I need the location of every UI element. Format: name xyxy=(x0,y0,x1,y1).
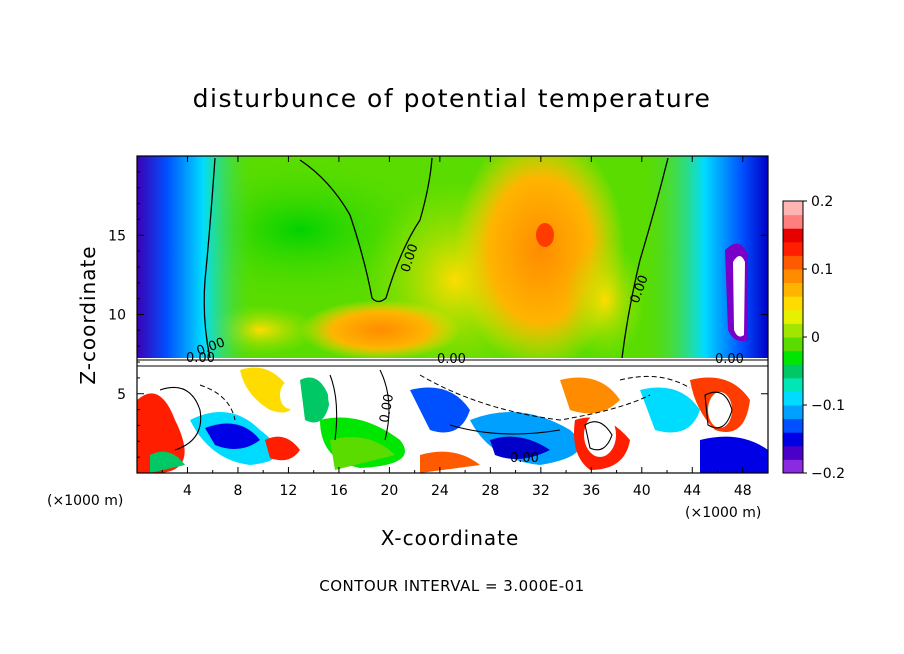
colorbar-swatch xyxy=(783,309,803,324)
colorbar-swatch xyxy=(783,459,803,474)
colorbar-swatch xyxy=(783,364,803,379)
x-tick-label: 44 xyxy=(683,483,701,499)
colorbar-swatch xyxy=(783,377,803,392)
x-unit-left: (×1000 m) xyxy=(47,493,123,509)
colorbar-swatch xyxy=(783,418,803,433)
chart-title: disturbunce of potential temperature xyxy=(192,84,712,113)
colorbar-swatch xyxy=(783,405,803,420)
colorbar-swatch xyxy=(783,201,803,216)
x-tick-label: 24 xyxy=(431,483,449,499)
colorbar-swatch xyxy=(783,282,803,297)
colorbar: 0.2 0.1 0 −0.1 −0.2 xyxy=(782,194,845,482)
x-tick-label: 32 xyxy=(532,483,550,499)
colorbar-swatch xyxy=(783,269,803,284)
x-axis-label: X-coordinate xyxy=(380,526,520,550)
colorbar-swatch xyxy=(783,214,803,229)
x-tick-label: 40 xyxy=(633,483,651,499)
y-tick-label: 5 xyxy=(117,387,126,403)
x-tick-label: 8 xyxy=(233,483,242,499)
y-tick-label: 10 xyxy=(108,308,126,324)
contour-label: 0.00 xyxy=(437,352,466,367)
y-tick-label: 15 xyxy=(108,228,126,244)
contour-label: 0.00 xyxy=(510,451,539,466)
colorbar-swatch xyxy=(783,255,803,270)
colorbar-swatch xyxy=(783,228,803,243)
colorbar-tick-label: 0 xyxy=(811,330,820,346)
contour-label: 0.00 xyxy=(715,352,744,367)
colorbar-swatch xyxy=(783,241,803,256)
x-tick-label: 4 xyxy=(183,483,192,499)
y-axis: 5 10 15 xyxy=(108,171,768,458)
colorbar-tick-label: 0.2 xyxy=(811,194,833,210)
colorbar-swatch xyxy=(783,296,803,311)
x-axis: 4 8 12 16 20 24 28 32 36 40 44 48 xyxy=(161,156,752,499)
colorbar-swatch xyxy=(783,391,803,406)
x-tick-label: 36 xyxy=(582,483,600,499)
x-tick-label: 48 xyxy=(734,483,752,499)
colorbar-swatch xyxy=(783,337,803,352)
colorbar-swatch xyxy=(783,445,803,460)
colorbar-swatch xyxy=(783,323,803,338)
x-unit-right: (×1000 m) xyxy=(685,505,761,521)
x-tick-label: 28 xyxy=(481,483,499,499)
contour-interval-note: CONTOUR INTERVAL = 3.000E-01 xyxy=(319,577,585,595)
colorbar-swatch xyxy=(783,432,803,447)
colorbar-tick-label: −0.1 xyxy=(811,398,845,414)
x-tick-label: 20 xyxy=(380,483,398,499)
contour-label: 0.00 xyxy=(377,393,397,424)
contour-label: 0.00 xyxy=(186,351,215,366)
colorbar-swatch xyxy=(783,350,803,365)
x-tick-label: 16 xyxy=(330,483,348,499)
y-axis-label: Z-coordinate xyxy=(76,245,100,384)
colorbar-tick-label: −0.2 xyxy=(811,466,845,482)
heatmap-field xyxy=(137,156,768,473)
x-tick-label: 12 xyxy=(280,483,298,499)
colorbar-tick-label: 0.1 xyxy=(811,262,833,278)
